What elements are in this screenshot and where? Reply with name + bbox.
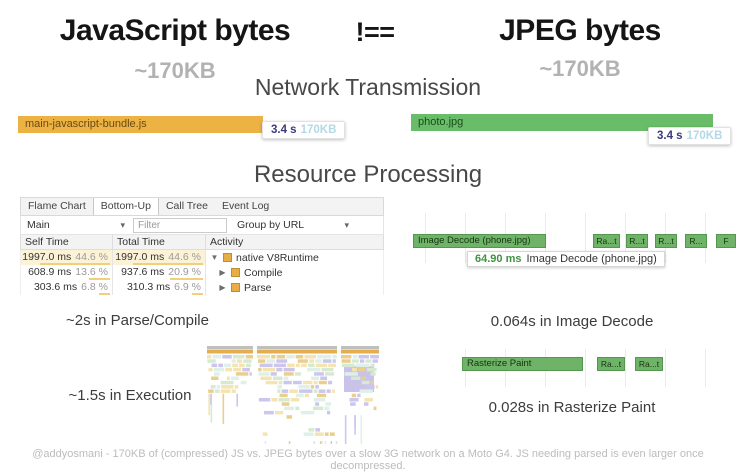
self-time-cell: 303.6 ms 6.8 % <box>21 280 113 295</box>
total-pct-value: 20.9 % <box>168 266 201 278</box>
activity-label: Compile <box>244 266 283 279</box>
total-time-value: 310.3 ms <box>126 281 171 293</box>
network-transmission-heading: Network Transmission <box>254 74 482 100</box>
flame-chart-thumbnail <box>207 346 379 444</box>
total-time-cell: 1997.0 ms 44.6 % <box>113 250 206 265</box>
activity-cell: ▶ Compile <box>206 265 383 280</box>
self-pct-value: 13.6 % <box>75 266 108 278</box>
raster-task-bar[interactable]: Ra...t <box>597 357 625 371</box>
rasterize-paint-caption: 0.028s in Rasterize Paint <box>488 399 656 416</box>
rasterize-paint-bar[interactable]: Rasterize Paint <box>462 357 583 371</box>
image-decode-caption: 0.064s in Image Decode <box>490 313 654 330</box>
devtools-tab-bar: Flame Chart Bottom-Up Call Tree Event Lo… <box>20 197 384 216</box>
total-time-cell: 937.6 ms 20.9 % <box>113 265 206 280</box>
execution-caption: ~1.5s in Execution <box>68 387 192 404</box>
tab-call-tree[interactable]: Call Tree <box>165 200 208 212</box>
self-time-value: 608.9 ms <box>28 266 72 278</box>
table-row[interactable]: 1997.0 ms 44.6 % 1997.0 ms 44.6 % ▼ native… <box>20 250 384 265</box>
pct-heat-bar <box>99 293 110 295</box>
raster-task-bar[interactable]: F <box>716 234 736 248</box>
total-time-value: 1997.0 ms <box>115 251 165 263</box>
javascript-bytes-title: JavaScript bytes <box>59 14 291 47</box>
category-color-square <box>231 283 240 292</box>
self-time-value: 303.6 ms <box>33 281 78 293</box>
pct-heat-bar <box>40 263 110 265</box>
jpeg-size-label: ~170KB <box>539 56 621 81</box>
image-decode-tooltip: 64.90 ms Image Decode (phone.jpg) <box>467 251 665 267</box>
decode-time-value: 64.90 ms <box>475 253 522 265</box>
js-network-tooltip: 3.4 s 170KB <box>262 121 346 139</box>
jpeg-time-value: 3.4 s <box>657 130 683 142</box>
activity-cell: ▼ native V8Runtime <box>206 250 383 265</box>
jpeg-size-value: 170KB <box>686 130 723 142</box>
not-equal-comparator: !== <box>355 17 395 47</box>
self-time-cell: 1997.0 ms 44.6 % <box>21 250 113 265</box>
collapse-triangle-icon[interactable]: ▼ <box>210 253 219 262</box>
self-pct-value: 6.8 % <box>81 281 108 293</box>
self-time-value: 1997.0 ms <box>22 251 72 263</box>
activity-cell: ▶ Parse <box>206 280 383 295</box>
jpeg-bytes-title: JPEG bytes <box>499 14 661 47</box>
chevron-down-icon: ▾ <box>344 219 349 230</box>
raster-task-bar[interactable]: R... <box>685 234 707 248</box>
filter-input[interactable] <box>133 217 227 233</box>
parse-compile-caption: ~2s in Parse/Compile <box>66 312 209 329</box>
decode-tooltip-label: Image Decode (phone.jpg) <box>526 253 657 265</box>
resource-processing-heading: Resource Processing <box>253 161 483 188</box>
jpeg-network-tooltip: 3.4 s 170KB <box>648 127 732 145</box>
pct-heat-bar <box>133 263 203 265</box>
total-time-cell: 310.3 ms 6.9 % <box>113 280 206 295</box>
total-time-value: 937.6 ms <box>121 266 165 278</box>
expand-triangle-icon[interactable]: ▶ <box>219 268 226 277</box>
attribution-footer: @addyosmani - 170KB of (compressed) JS v… <box>32 448 704 472</box>
column-activity[interactable]: Activity <box>210 236 244 248</box>
pct-heat-bar <box>192 293 203 295</box>
activity-label: native V8Runtime <box>236 251 319 264</box>
category-color-square <box>223 253 232 262</box>
self-pct-value: 44.6 % <box>75 251 108 263</box>
activity-label: Parse <box>244 281 272 294</box>
jpeg-network-bar[interactable]: photo.jpg <box>411 114 713 131</box>
raster-task-bar[interactable]: Ra...t <box>593 234 620 248</box>
column-total-time[interactable]: Total Time <box>113 235 206 249</box>
tab-event-log[interactable]: Event Log <box>221 200 270 212</box>
js-size-value: 170KB <box>300 124 337 136</box>
raster-task-bar[interactable]: Ra...t <box>635 357 663 371</box>
raster-task-bar[interactable]: R...t <box>655 234 677 248</box>
thread-select-value: Main <box>27 219 50 231</box>
total-pct-value: 6.9 % <box>174 281 201 293</box>
table-row[interactable]: 608.9 ms 13.6 % 937.6 ms 20.9 % ▶ Compile <box>20 265 384 280</box>
raster-task-bar[interactable]: R...t <box>626 234 648 248</box>
chevron-down-icon: ▾ <box>120 219 125 230</box>
image-decode-bar[interactable]: Image Decode (phone.jpg) <box>413 234 546 248</box>
tab-bottom-up[interactable]: Bottom-Up <box>92 198 159 215</box>
js-network-bar[interactable]: main-javascript-bundle.js <box>18 116 263 133</box>
group-by-value: Group by URL <box>237 219 305 231</box>
category-color-square <box>231 268 240 277</box>
devtools-toolbar: Main ▾ Group by URL ▾ <box>20 216 384 235</box>
table-header-row: Self Time Total Time Activity <box>20 235 384 250</box>
tab-flame-chart[interactable]: Flame Chart <box>28 200 86 212</box>
self-time-cell: 608.9 ms 13.6 % <box>21 265 113 280</box>
expand-triangle-icon[interactable]: ▶ <box>219 283 226 292</box>
pct-heat-bar <box>89 278 110 280</box>
column-self-time[interactable]: Self Time <box>21 235 113 249</box>
thread-select[interactable]: Main ▾ <box>27 219 125 231</box>
devtools-profiler-panel: Flame Chart Bottom-Up Call Tree Event Lo… <box>20 197 384 295</box>
group-by-select[interactable]: Group by URL ▾ <box>237 219 349 231</box>
total-pct-value: 44.6 % <box>168 251 201 263</box>
javascript-size-label: ~170KB <box>134 58 216 83</box>
js-time-value: 3.4 s <box>271 124 297 136</box>
pct-heat-bar <box>170 278 203 280</box>
table-row[interactable]: 303.6 ms 6.8 % 310.3 ms 6.9 % ▶ Parse <box>20 280 384 295</box>
